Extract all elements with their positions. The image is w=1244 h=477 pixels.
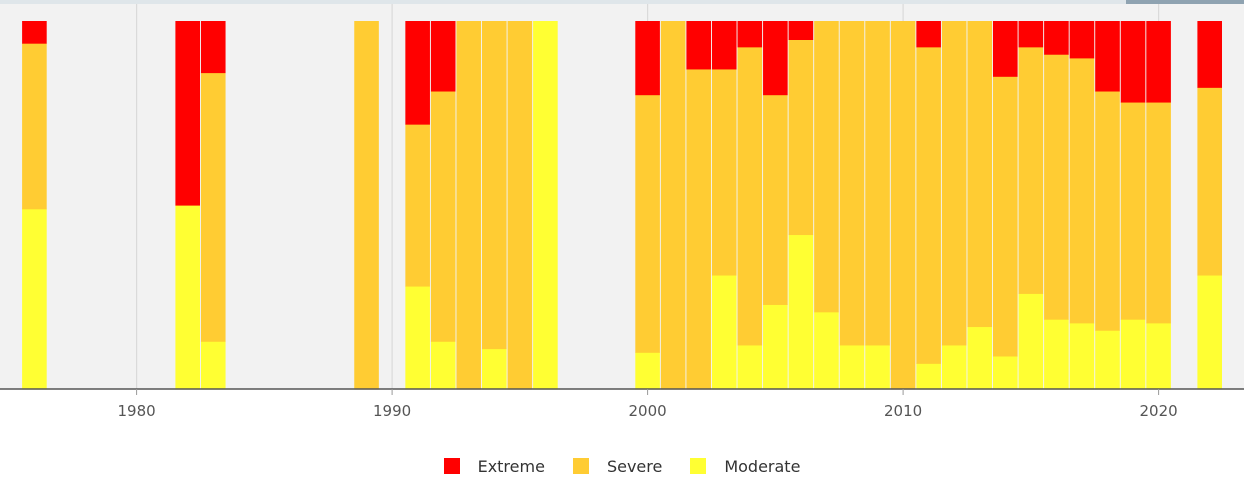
bar-extreme-2014 xyxy=(993,21,1018,77)
bar-severe-1992 xyxy=(430,90,456,342)
bar-severe-1976 xyxy=(22,43,47,210)
bar-extreme-2005 xyxy=(763,21,788,96)
bar-extreme-2004 xyxy=(737,21,763,48)
bar-severe-2002 xyxy=(686,68,711,390)
x-tick-label-2010: 2010 xyxy=(884,402,922,420)
bar-moderate-2006 xyxy=(788,234,814,390)
bar-moderate-1994 xyxy=(482,348,507,390)
bar-extreme-2006 xyxy=(788,21,814,40)
legend-label-moderate: Moderate xyxy=(724,456,801,476)
bar-moderate-2022 xyxy=(1197,274,1222,390)
bar-severe-2022 xyxy=(1197,87,1222,276)
bar-extreme-1992 xyxy=(430,21,456,92)
bar-moderate-2020 xyxy=(1146,322,1171,390)
bar-extreme-1991 xyxy=(405,21,430,125)
bar-extreme-2017 xyxy=(1069,21,1095,59)
bar-extreme-2020 xyxy=(1146,21,1171,103)
bar-severe-1983 xyxy=(200,72,226,342)
bar-moderate-2016 xyxy=(1044,319,1069,390)
bar-extreme-2022 xyxy=(1197,21,1222,88)
bar-severe-2014 xyxy=(993,76,1018,357)
bar-severe-2020 xyxy=(1146,101,1171,324)
chart-plot-area: 1980 1990 2000 2010 2020 xyxy=(0,4,1244,420)
bar-severe-2013 xyxy=(967,21,993,328)
bar-extreme-2002 xyxy=(686,21,711,70)
legend-item-extreme[interactable]: Extreme xyxy=(443,456,545,476)
bar-severe-2018 xyxy=(1095,90,1120,331)
bar-moderate-1996 xyxy=(533,21,558,390)
bar-severe-2000 xyxy=(635,94,660,353)
bar-moderate-2014 xyxy=(993,355,1018,390)
bar-moderate-1991 xyxy=(405,285,430,390)
bar-extreme-2016 xyxy=(1044,21,1069,55)
bar-moderate-2009 xyxy=(865,344,890,390)
bar-severe-2010 xyxy=(890,21,916,390)
bar-severe-2003 xyxy=(711,68,737,276)
legend-swatch-moderate xyxy=(690,458,707,474)
bar-severe-2004 xyxy=(737,46,763,346)
bar-moderate-2011 xyxy=(916,363,941,390)
bar-severe-1991 xyxy=(405,124,430,287)
bar-extreme-1983 xyxy=(200,21,226,74)
bar-extreme-1976 xyxy=(22,21,47,44)
legend-label-severe: Severe xyxy=(606,456,663,476)
x-tick-label-2020: 2020 xyxy=(1140,402,1178,420)
bar-severe-2012 xyxy=(941,21,967,346)
bar-moderate-2003 xyxy=(711,274,737,390)
bar-severe-1989 xyxy=(354,21,379,390)
bar-severe-2016 xyxy=(1044,54,1069,320)
bar-extreme-2011 xyxy=(916,21,941,48)
bar-severe-2019 xyxy=(1120,101,1146,320)
legend-swatch-extreme xyxy=(443,458,460,474)
bar-moderate-2008 xyxy=(839,344,865,390)
x-tick-label-2000: 2000 xyxy=(629,402,667,420)
bar-moderate-1992 xyxy=(430,341,456,390)
bar-severe-2015 xyxy=(1018,46,1044,294)
bar-moderate-1976 xyxy=(22,208,47,390)
bar-severe-2005 xyxy=(763,94,788,305)
bar-extreme-2000 xyxy=(635,21,660,96)
legend-label-extreme: Extreme xyxy=(477,456,545,476)
chart-legend: Extreme Severe Moderate xyxy=(0,455,1244,477)
bar-moderate-2000 xyxy=(635,352,660,390)
bar-moderate-2012 xyxy=(941,344,967,390)
x-tick-label-1980: 1980 xyxy=(118,402,156,420)
top-border-strip xyxy=(0,0,1244,4)
bar-moderate-2007 xyxy=(814,311,839,390)
x-tick-label-1990: 1990 xyxy=(373,402,411,420)
bar-extreme-2003 xyxy=(711,21,737,70)
corner-tab xyxy=(1126,0,1244,5)
bar-extreme-2019 xyxy=(1120,21,1146,103)
bar-moderate-2005 xyxy=(763,304,788,390)
bar-moderate-2018 xyxy=(1095,330,1120,390)
bar-moderate-2013 xyxy=(967,326,993,390)
bar-moderate-2004 xyxy=(737,344,763,390)
legend-item-moderate[interactable]: Moderate xyxy=(690,457,800,476)
legend-item-severe[interactable]: Severe xyxy=(572,456,663,476)
bar-severe-2006 xyxy=(788,39,814,236)
bar-extreme-2015 xyxy=(1018,21,1044,48)
bar-moderate-2017 xyxy=(1069,322,1095,390)
bar-severe-2001 xyxy=(660,21,686,390)
bar-severe-1993 xyxy=(456,21,482,390)
bar-severe-2008 xyxy=(839,21,865,346)
bar-severe-2017 xyxy=(1069,57,1095,324)
bar-moderate-1982 xyxy=(175,205,200,390)
bar-extreme-2018 xyxy=(1095,21,1120,92)
bar-moderate-1983 xyxy=(200,341,226,390)
bar-severe-1995 xyxy=(507,21,533,390)
bar-moderate-2015 xyxy=(1018,293,1044,390)
bar-extreme-1982 xyxy=(175,21,200,206)
legend-swatch-severe xyxy=(572,458,589,474)
bar-severe-2009 xyxy=(865,21,890,346)
bar-moderate-2019 xyxy=(1120,319,1146,390)
bar-severe-2011 xyxy=(916,46,941,364)
bar-severe-1994 xyxy=(482,21,507,350)
bar-severe-2007 xyxy=(814,21,839,313)
